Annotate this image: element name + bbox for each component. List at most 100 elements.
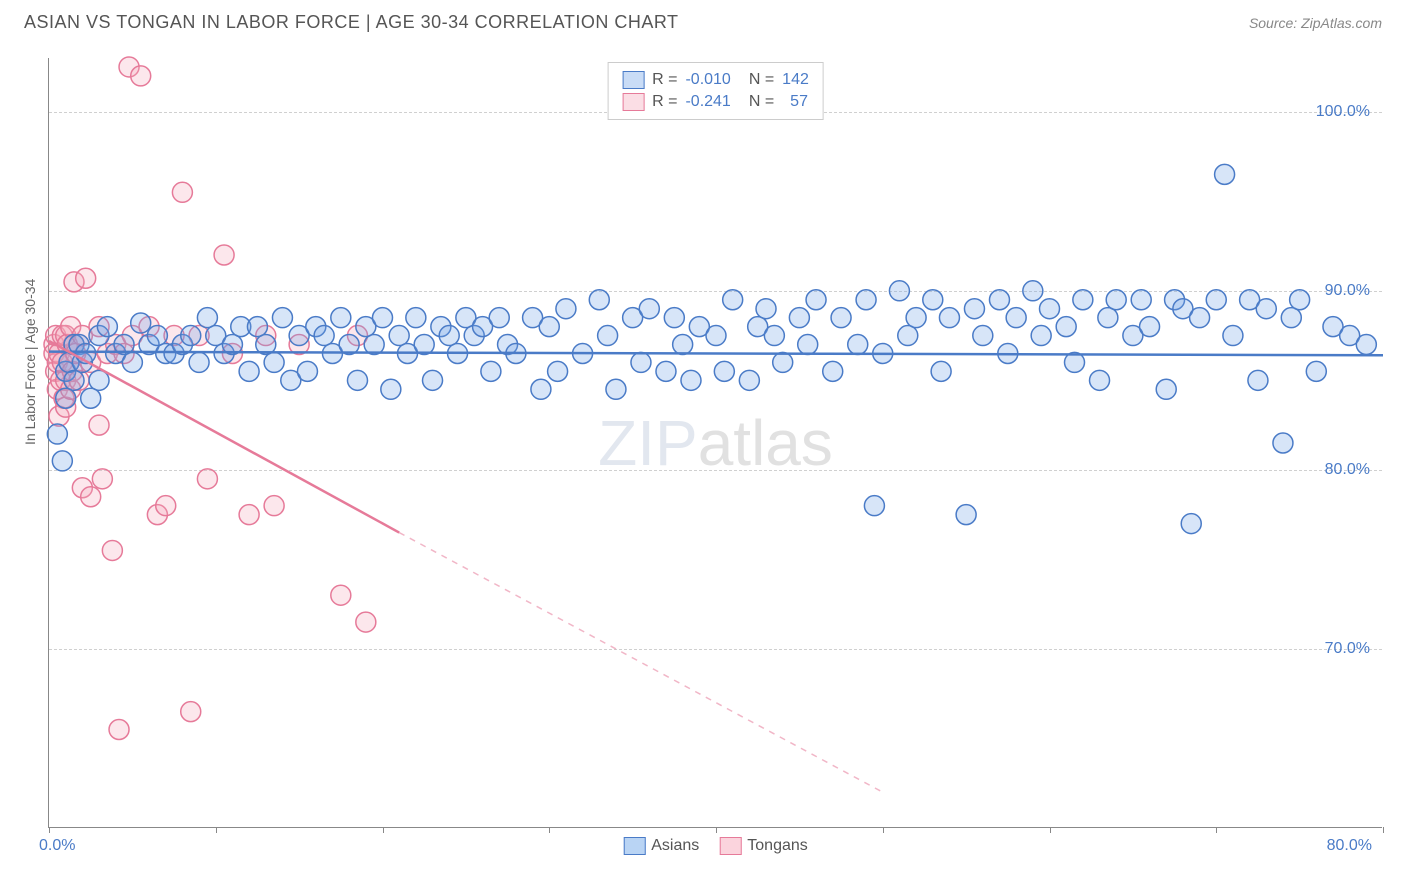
- legend-item-asians: Asians: [623, 837, 699, 855]
- data-point: [1040, 299, 1060, 319]
- data-point: [714, 361, 734, 381]
- data-point: [1206, 290, 1226, 310]
- legend-swatch-asians: [622, 71, 644, 89]
- data-point: [239, 505, 259, 525]
- data-point: [373, 308, 393, 328]
- trend-line-extrapolated: [399, 533, 883, 793]
- data-point: [556, 299, 576, 319]
- data-point: [531, 379, 551, 399]
- data-point: [489, 308, 509, 328]
- trend-line: [49, 352, 1383, 356]
- data-point: [1106, 290, 1126, 310]
- source-attribution: Source: ZipAtlas.com: [1249, 15, 1382, 31]
- data-point: [589, 290, 609, 310]
- data-point: [1248, 370, 1268, 390]
- data-point: [706, 326, 726, 346]
- data-point: [1090, 370, 1110, 390]
- legend-r-label: R =: [652, 71, 677, 89]
- data-point: [347, 370, 367, 390]
- data-point: [122, 352, 142, 372]
- series-legend: Asians Tongans: [623, 837, 808, 855]
- data-point: [272, 308, 292, 328]
- data-point: [81, 487, 101, 507]
- data-point: [789, 308, 809, 328]
- data-point: [1073, 290, 1093, 310]
- legend-row-tongans: R = -0.241 N = 57: [622, 91, 809, 113]
- data-point: [1098, 308, 1118, 328]
- data-point: [1006, 308, 1026, 328]
- legend-r-value-asians: -0.010: [685, 71, 730, 89]
- data-point: [856, 290, 876, 310]
- data-point: [264, 496, 284, 516]
- legend-n-value-tongans: 57: [790, 93, 808, 111]
- data-point: [1306, 361, 1326, 381]
- data-point: [64, 370, 84, 390]
- legend-swatch-tongans: [622, 93, 644, 111]
- x-axis-max-label: 80.0%: [1327, 837, 1372, 855]
- data-point: [481, 361, 501, 381]
- data-point: [81, 388, 101, 408]
- data-point: [1056, 317, 1076, 337]
- data-point: [89, 415, 109, 435]
- data-point: [189, 352, 209, 372]
- data-point: [806, 290, 826, 310]
- data-point: [606, 379, 626, 399]
- data-point: [906, 308, 926, 328]
- data-point: [773, 352, 793, 372]
- data-point: [1290, 290, 1310, 310]
- data-point: [823, 361, 843, 381]
- data-point: [356, 612, 376, 632]
- data-point: [923, 290, 943, 310]
- legend-label-asians: Asians: [651, 837, 699, 855]
- data-point: [92, 469, 112, 489]
- data-point: [156, 496, 176, 516]
- data-point: [739, 370, 759, 390]
- data-point: [197, 308, 217, 328]
- data-point: [439, 326, 459, 346]
- data-point: [47, 424, 67, 444]
- data-point: [756, 299, 776, 319]
- data-point: [181, 326, 201, 346]
- data-point: [631, 352, 651, 372]
- data-point: [956, 505, 976, 525]
- data-point: [247, 317, 267, 337]
- data-point: [239, 361, 259, 381]
- legend-n-label: N =: [749, 71, 774, 89]
- legend-n-value-asians: 142: [782, 71, 809, 89]
- legend-r-label: R =: [652, 93, 677, 111]
- data-point: [147, 326, 167, 346]
- legend-n-label: N =: [749, 93, 774, 111]
- data-point: [131, 313, 151, 333]
- data-point: [264, 352, 284, 372]
- data-point: [1256, 299, 1276, 319]
- x-axis-min-label: 0.0%: [39, 837, 75, 855]
- data-point: [314, 326, 334, 346]
- legend-swatch-asians-bottom: [623, 837, 645, 855]
- data-point: [973, 326, 993, 346]
- legend-row-asians: R = -0.010 N = 142: [622, 69, 809, 91]
- data-point: [197, 469, 217, 489]
- data-point: [931, 361, 951, 381]
- data-point: [381, 379, 401, 399]
- data-point: [639, 299, 659, 319]
- data-point: [131, 66, 151, 86]
- data-point: [1223, 326, 1243, 346]
- data-point: [939, 308, 959, 328]
- trend-line: [49, 341, 399, 533]
- legend-swatch-tongans-bottom: [719, 837, 741, 855]
- data-point: [389, 326, 409, 346]
- legend-r-value-tongans: -0.241: [685, 93, 730, 111]
- data-point: [331, 585, 351, 605]
- data-point: [798, 335, 818, 355]
- data-point: [1181, 514, 1201, 534]
- data-point: [1140, 317, 1160, 337]
- data-point: [681, 370, 701, 390]
- data-point: [598, 326, 618, 346]
- data-point: [214, 245, 234, 265]
- data-point: [848, 335, 868, 355]
- correlation-legend: R = -0.010 N = 142 R = -0.241 N = 57: [607, 62, 824, 120]
- data-point: [723, 290, 743, 310]
- data-point: [539, 317, 559, 337]
- data-point: [989, 290, 1009, 310]
- data-point: [1156, 379, 1176, 399]
